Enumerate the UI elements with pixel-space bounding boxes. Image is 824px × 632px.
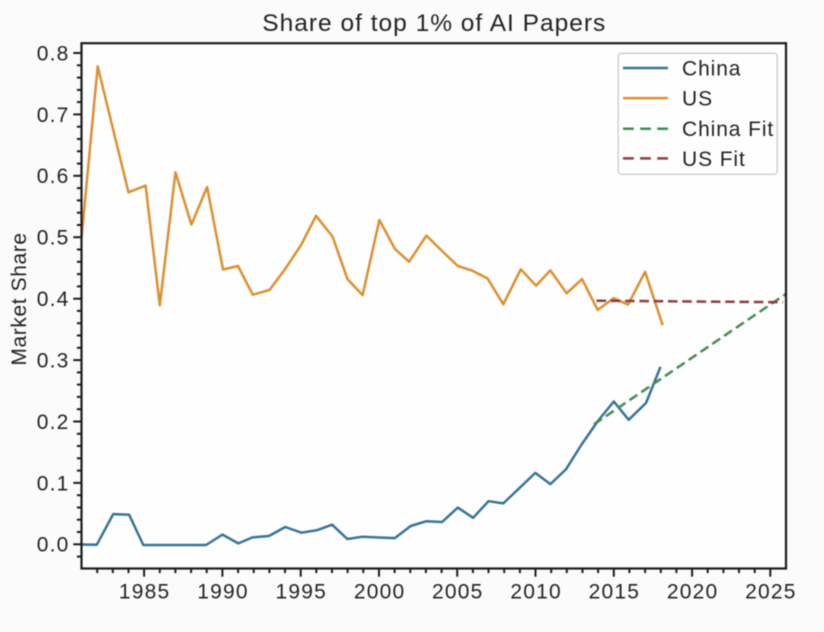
- svg-text:2000: 2000: [354, 581, 406, 604]
- svg-text:0.1: 0.1: [37, 472, 70, 495]
- svg-text:2020: 2020: [667, 581, 719, 604]
- svg-text:0.7: 0.7: [37, 104, 70, 127]
- svg-text:China: China: [682, 58, 741, 81]
- svg-text:2005: 2005: [432, 581, 484, 604]
- svg-text:1995: 1995: [276, 581, 328, 604]
- svg-text:0.5: 0.5: [37, 227, 70, 250]
- svg-text:0.8: 0.8: [37, 42, 70, 65]
- svg-text:0.6: 0.6: [37, 165, 70, 188]
- svg-text:China Fit: China Fit: [682, 118, 774, 141]
- svg-text:2025: 2025: [745, 581, 797, 604]
- svg-text:2015: 2015: [589, 581, 641, 604]
- svg-text:1985: 1985: [119, 581, 171, 604]
- svg-text:US Fit: US Fit: [682, 148, 746, 171]
- svg-text:2010: 2010: [510, 581, 562, 604]
- svg-text:0.2: 0.2: [37, 411, 70, 434]
- svg-text:0.4: 0.4: [37, 288, 70, 311]
- svg-text:0.0: 0.0: [37, 534, 70, 557]
- svg-text:1990: 1990: [197, 581, 249, 604]
- svg-text:US: US: [682, 88, 713, 111]
- svg-text:0.3: 0.3: [37, 350, 70, 373]
- svg-text:Market Share: Market Share: [8, 232, 31, 365]
- svg-text:Share of top 1% of AI Papers: Share of top 1% of AI Papers: [262, 10, 606, 37]
